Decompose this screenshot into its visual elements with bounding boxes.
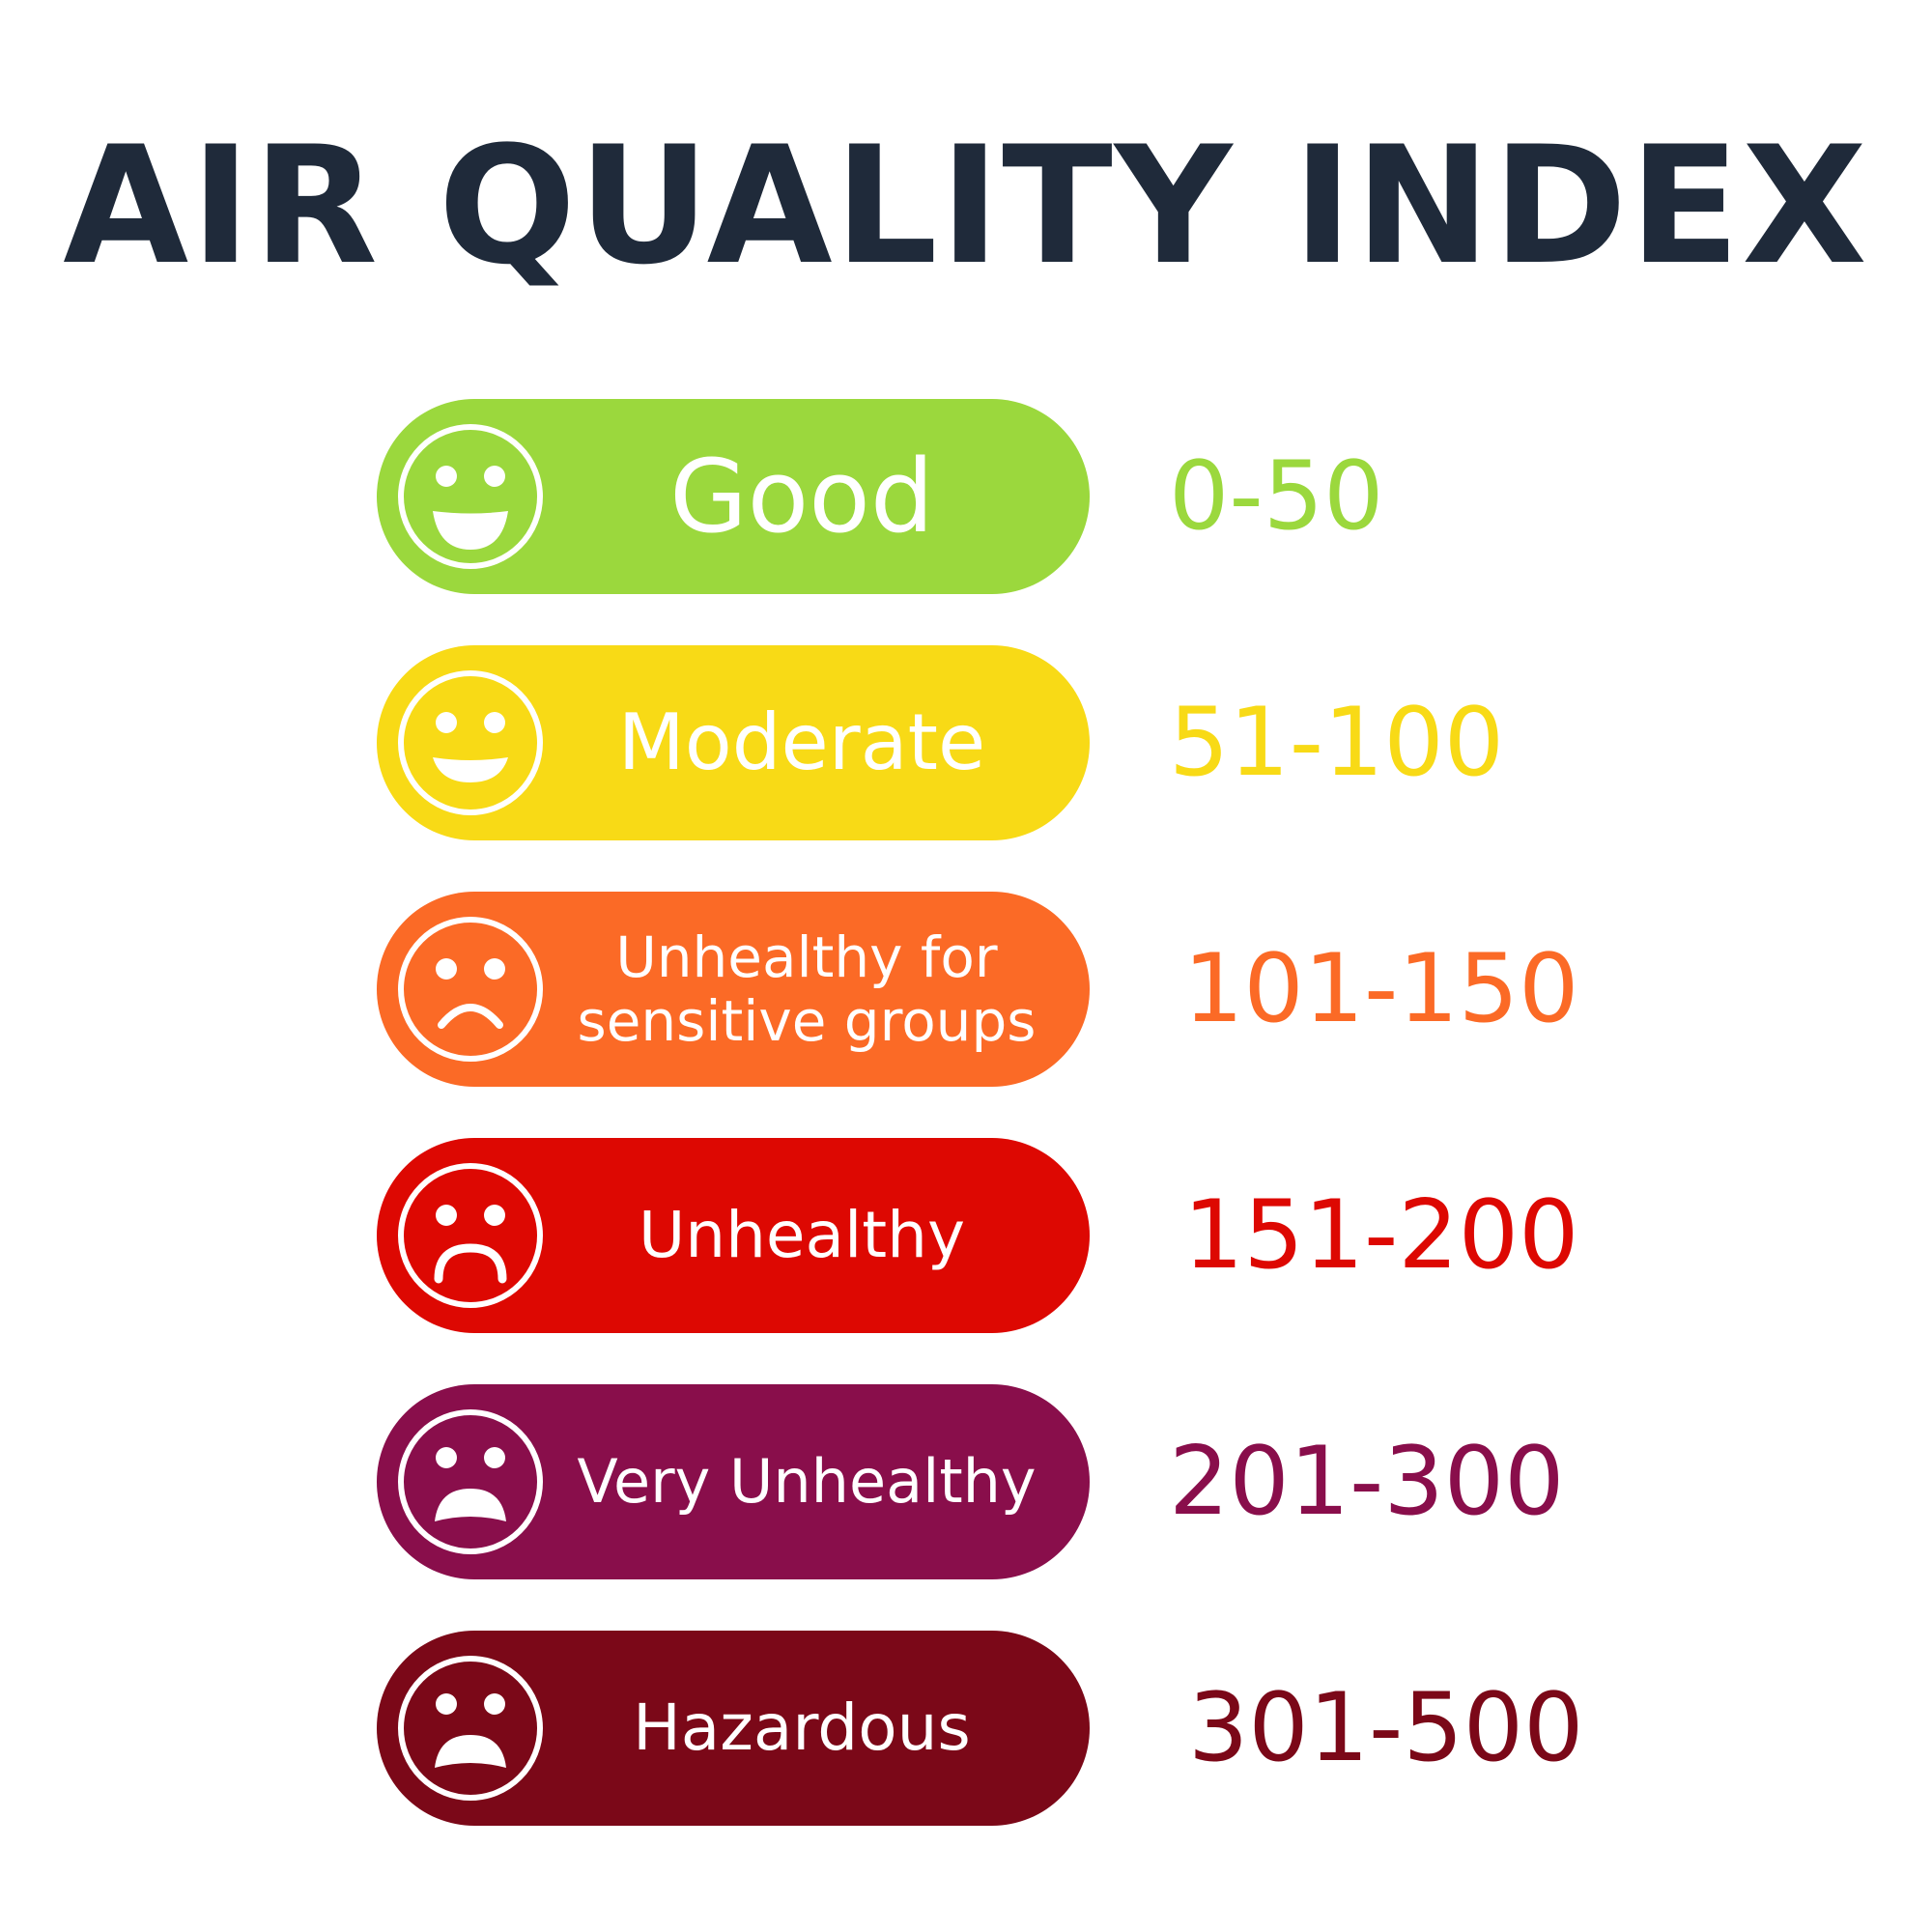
frown-icon xyxy=(396,915,545,1064)
category-label: Hazardous xyxy=(633,1690,971,1765)
big-smile-icon xyxy=(396,422,545,571)
category-label: Unhealthy xyxy=(638,1198,966,1272)
category-label: Good xyxy=(669,438,934,555)
range-value: 101-150 xyxy=(1183,934,1579,1044)
category-pill: Very Unhealthy xyxy=(377,1384,1090,1579)
aqi-level-hazardous: Hazardous 301-500 xyxy=(377,1631,1729,1826)
range-value: 301-500 xyxy=(1188,1673,1584,1783)
aqi-level-very-unhealthy: Very Unhealthy 201-300 xyxy=(377,1384,1729,1579)
category-label: Unhealthy for sensitive groups xyxy=(577,924,1037,1054)
smile-icon xyxy=(396,668,545,817)
aqi-level-unhealthy: Unhealthy 151-200 xyxy=(377,1138,1729,1333)
very-sad-icon xyxy=(396,1407,545,1556)
range-value: 0-50 xyxy=(1169,441,1384,552)
category-pill: Hazardous xyxy=(377,1631,1090,1826)
distressed-icon xyxy=(396,1654,545,1803)
page-title: AIR QUALITY INDEX xyxy=(63,111,1869,300)
category-pill: Unhealthy xyxy=(377,1138,1090,1333)
range-value: 201-300 xyxy=(1169,1427,1565,1537)
sad-icon xyxy=(396,1161,545,1310)
category-pill: Moderate xyxy=(377,645,1090,840)
aqi-level-moderate: Moderate 51-100 xyxy=(377,645,1729,840)
category-pill: Unhealthy for sensitive groups xyxy=(377,892,1090,1087)
range-value: 51-100 xyxy=(1169,688,1505,798)
category-pill: Good xyxy=(377,399,1090,594)
aqi-level-sensitive: Unhealthy for sensitive groups 101-150 xyxy=(377,892,1729,1087)
aqi-level-good: Good 0-50 xyxy=(377,399,1729,594)
category-label: Moderate xyxy=(617,697,986,787)
category-label: Very Unhealthy xyxy=(577,1446,1037,1517)
range-value: 151-200 xyxy=(1183,1180,1579,1291)
